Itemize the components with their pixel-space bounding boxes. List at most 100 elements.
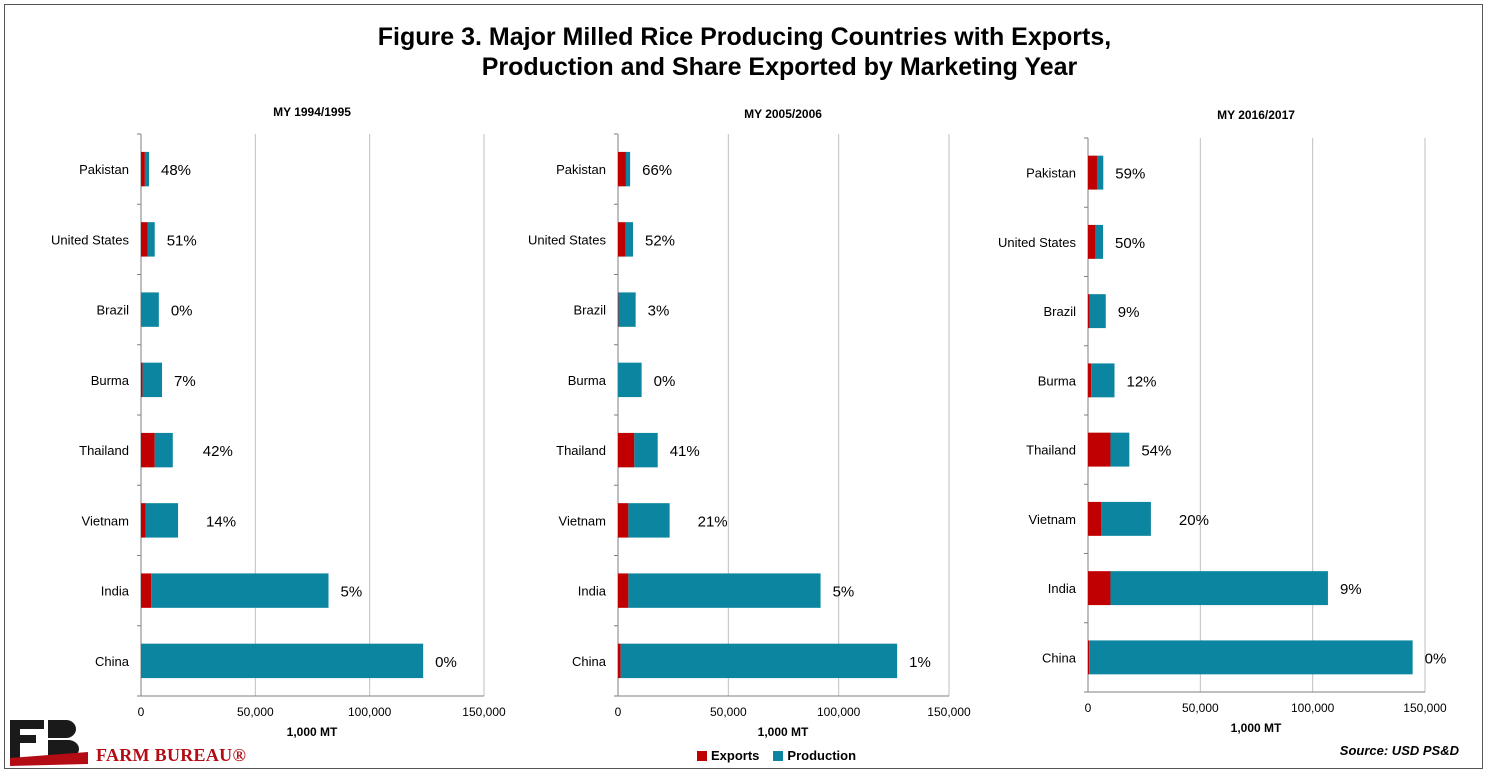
share-label-burma: 12% — [1127, 373, 1157, 390]
category-label-united-states: United States — [998, 235, 1077, 250]
figure-frame — [4, 4, 1483, 769]
share-label-thailand: 42% — [203, 443, 233, 460]
production-bar-vietnam — [1101, 501, 1151, 536]
figure-title: Figure 3. Major Milled Rice Producing Co… — [0, 22, 1489, 82]
production-bar-burma — [142, 362, 163, 398]
x-tick-label: 150,000 — [927, 705, 971, 719]
x-tick-label: 100,000 — [348, 705, 392, 719]
exports-bar-vietnam — [618, 503, 629, 538]
production-bar-thailand — [1110, 432, 1130, 467]
share-label-united-states: 51% — [167, 232, 197, 249]
exports-bar-thailand — [618, 432, 635, 468]
production-bar-china — [1089, 640, 1413, 675]
chart-title: MY 2005/2006 — [744, 107, 822, 121]
x-tick-label: 150,000 — [1403, 701, 1447, 715]
x-tick-label: 50,000 — [1182, 701, 1219, 715]
exports-bar-india — [1088, 571, 1111, 606]
x-tick-label: 0 — [138, 705, 145, 719]
category-label-brazil: Brazil — [1043, 304, 1076, 319]
production-bar-united-states — [1095, 224, 1104, 259]
share-label-vietnam: 21% — [698, 513, 728, 530]
exports-bar-pakistan — [1088, 155, 1097, 190]
category-label-brazil: Brazil — [96, 303, 129, 318]
production-bar-united-states — [147, 222, 155, 257]
production-bar-china — [141, 643, 424, 679]
production-bar-india — [628, 573, 821, 608]
legend-label-production: Production — [787, 748, 857, 763]
x-axis-label: 1,000 MT — [758, 725, 809, 739]
share-label-pakistan: 66% — [642, 162, 672, 179]
exports-bar-pakistan — [141, 151, 145, 187]
category-label-china: China — [572, 654, 607, 669]
x-tick-label: 0 — [1085, 701, 1092, 715]
exports-bar-vietnam — [141, 503, 146, 538]
exports-bar-india — [141, 573, 152, 608]
category-label-vietnam: Vietnam — [559, 513, 606, 528]
x-tick-label: 0 — [615, 705, 622, 719]
category-label-india: India — [578, 584, 607, 599]
production-bar-united-states — [625, 222, 634, 257]
chart-title: MY 1994/1995 — [273, 105, 351, 119]
chart-title: MY 2016/2017 — [1217, 108, 1295, 122]
production-bar-burma — [1091, 363, 1115, 398]
category-label-united-states: United States — [51, 232, 130, 247]
share-label-india: 5% — [833, 584, 855, 601]
share-label-brazil: 0% — [171, 303, 193, 320]
exports-bar-pakistan — [618, 151, 626, 187]
category-label-burma: Burma — [1038, 373, 1077, 388]
exports-bar-united-states — [1088, 224, 1096, 259]
category-label-china: China — [95, 654, 130, 669]
production-bar-pakistan — [625, 151, 631, 187]
share-label-united-states: 50% — [1115, 235, 1145, 252]
legend-swatch-production — [773, 750, 784, 761]
production-bar-vietnam — [628, 503, 670, 538]
x-axis-label: 1,000 MT — [1231, 721, 1282, 735]
share-label-pakistan: 48% — [161, 162, 191, 179]
x-tick-label: 100,000 — [817, 705, 861, 719]
category-label-pakistan: Pakistan — [556, 162, 606, 177]
exports-bar-thailand — [1088, 432, 1111, 467]
category-label-china: China — [1042, 650, 1077, 665]
figure-title-line-1: Figure 3. Major Milled Rice Producing Co… — [377, 23, 1112, 51]
legend-item-exports: Exports — [697, 748, 759, 763]
share-label-vietnam: 20% — [1179, 512, 1209, 529]
x-tick-label: 50,000 — [237, 705, 274, 719]
production-bar-china — [620, 643, 898, 679]
exports-bar-vietnam — [1088, 501, 1102, 536]
exports-bar-brazil — [1088, 294, 1090, 329]
legend-swatch-exports — [697, 750, 707, 761]
production-bar-brazil — [1089, 294, 1106, 329]
share-label-burma: 0% — [654, 373, 676, 390]
x-tick-label: 100,000 — [1291, 701, 1335, 715]
production-bar-thailand — [634, 432, 658, 468]
exports-bar-china — [1088, 640, 1090, 675]
exports-bar-thailand — [141, 432, 155, 468]
exports-bar-burma — [1088, 363, 1092, 398]
share-label-india: 9% — [1340, 581, 1362, 598]
production-bar-pakistan — [1096, 155, 1104, 190]
category-label-thailand: Thailand — [79, 443, 129, 458]
legend: Exports Production — [697, 748, 870, 763]
share-label-brazil: 3% — [648, 303, 670, 320]
production-bar-thailand — [154, 432, 173, 468]
share-label-thailand: 54% — [1141, 443, 1171, 460]
category-label-thailand: Thailand — [556, 443, 606, 458]
exports-bar-india — [618, 573, 629, 608]
production-bar-india — [1110, 571, 1328, 606]
category-label-brazil: Brazil — [573, 303, 606, 318]
x-axis-label: 1,000 MT — [287, 725, 338, 739]
share-label-thailand: 41% — [670, 443, 700, 460]
share-label-united-states: 52% — [645, 232, 675, 249]
exports-bar-united-states — [141, 222, 148, 257]
category-label-pakistan: Pakistan — [79, 162, 129, 177]
logo-text: FARM BUREAU® — [96, 745, 247, 765]
production-bar-brazil — [618, 292, 636, 327]
production-bar-burma — [618, 362, 642, 398]
share-label-china: 0% — [435, 654, 457, 671]
share-label-india: 5% — [341, 584, 363, 601]
exports-bar-burma — [141, 362, 143, 398]
farm-bureau-logo-icon — [10, 720, 88, 766]
production-bar-india — [151, 573, 329, 608]
figure-title-line-2: Production and Share Exported by Marketi… — [481, 53, 1078, 81]
